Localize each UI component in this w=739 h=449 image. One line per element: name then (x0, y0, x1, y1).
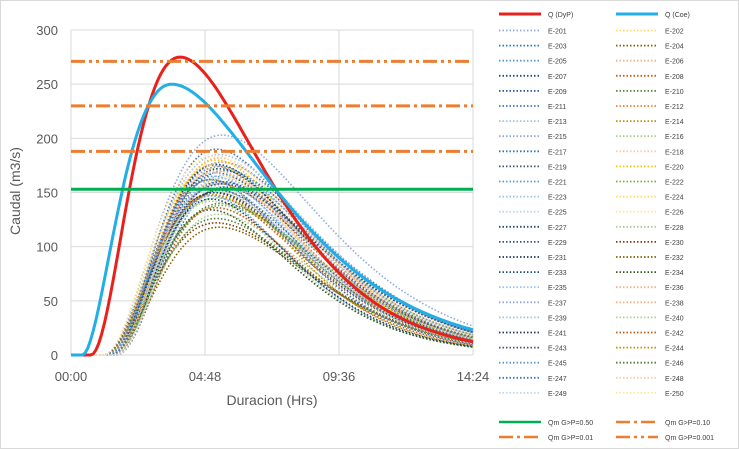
legend-label-e-215: E-215 (548, 134, 567, 141)
legend-label-e-209: E-209 (548, 89, 567, 96)
legend-label-q-dyp: Q (DyP) (548, 12, 573, 19)
legend-label-e-237: E-237 (548, 300, 567, 307)
x-axis-ticks: 00:00 04:48 09:36 14:24 (55, 369, 490, 384)
legend-label-e-230: E-230 (665, 240, 684, 247)
legend: Q (DyP) Q (Coe) E-201 E-202 E-203 E-204 E-205 E… (499, 12, 714, 442)
series-line-e-250 (71, 154, 474, 356)
legend-label-e-218: E-218 (665, 149, 684, 156)
legend-label-e-214: E-214 (665, 119, 684, 126)
series-line-e-241 (71, 198, 474, 356)
legend-label-e-243: E-243 (548, 346, 567, 353)
legend-label-e-222: E-222 (665, 180, 684, 187)
legend-label-e-210: E-210 (665, 89, 684, 96)
hydrograph-q-coe (71, 82, 474, 357)
series-line-e-243 (71, 182, 474, 356)
series-line-e-234 (71, 208, 474, 356)
legend-label-e-204: E-204 (665, 44, 684, 51)
series-line-e-205 (71, 175, 474, 356)
y-tick-label: 150 (36, 186, 58, 201)
legend-label-e-221: E-221 (548, 180, 567, 187)
legend-label-e-201: E-201 (548, 29, 567, 36)
legend-label-e-248: E-248 (665, 376, 684, 383)
series-line-e-225 (71, 185, 474, 356)
y-tick-label: 200 (36, 131, 58, 146)
x-tick-label: 00:00 (55, 369, 88, 384)
design-hydrographs (71, 55, 474, 357)
legend-label-e-212: E-212 (665, 104, 684, 111)
legend-label-e-205: E-205 (548, 59, 567, 66)
legend-label-e-250: E-250 (665, 391, 684, 398)
legend-label-qm-g-p-0-01: Qm G>P=0.01 (548, 435, 593, 442)
y-axis-label: Caudal (m3/s) (7, 147, 23, 235)
legend-label-e-223: E-223 (548, 195, 567, 202)
legend-label-e-229: E-229 (548, 240, 567, 247)
legend-label-e-244: E-244 (665, 346, 684, 353)
legend-label-e-226: E-226 (665, 210, 684, 217)
legend-label-e-225: E-225 (548, 210, 567, 217)
x-tick-label: 04:48 (189, 369, 222, 384)
legend-label-e-234: E-234 (665, 270, 684, 277)
legend-label-e-224: E-224 (665, 195, 684, 202)
legend-label-e-216: E-216 (665, 134, 684, 141)
series-line-e-214 (71, 178, 474, 356)
x-tick-label: 14:24 (457, 369, 490, 384)
threshold-lines (71, 59, 473, 191)
y-tick-label: 100 (36, 240, 58, 255)
legend-label-e-219: E-219 (548, 164, 567, 171)
legend-label-e-236: E-236 (665, 285, 684, 292)
legend-label-q-coe: Q (Coe) (665, 12, 690, 19)
x-tick-label: 09:36 (323, 369, 356, 384)
series-line-e-226 (71, 176, 474, 356)
series-line-e-247 (71, 178, 474, 356)
legend-label-e-203: E-203 (548, 44, 567, 51)
legend-label-e-207: E-207 (548, 74, 567, 81)
y-axis-ticks: 0 50 100 150 200 250 300 (36, 23, 58, 363)
legend-label-e-242: E-242 (665, 331, 684, 338)
legend-label-e-235: E-235 (548, 285, 567, 292)
series-line-e-249 (71, 191, 474, 356)
legend-label-qm-g-p-0-50: Qm G>P=0.50 (548, 420, 593, 427)
series-line-e-224 (71, 163, 474, 356)
y-tick-label: 50 (44, 294, 58, 309)
legend-label-e-213: E-213 (548, 119, 567, 126)
y-tick-label: 300 (36, 23, 58, 38)
y-tick-label: 0 (51, 348, 58, 363)
legend-label-qm-g-p-0-10: Qm G>P=0.10 (665, 420, 710, 427)
legend-label-e-245: E-245 (548, 361, 567, 368)
legend-label-e-227: E-227 (548, 225, 567, 232)
legend-label-e-206: E-206 (665, 59, 684, 66)
series-line-e-211 (71, 148, 474, 356)
series-line-e-246 (71, 217, 474, 356)
legend-label-e-247: E-247 (548, 376, 567, 383)
y-tick-label: 250 (36, 77, 58, 92)
x-axis-label: Duracion (Hrs) (226, 392, 317, 408)
legend-label-e-249: E-249 (548, 391, 567, 398)
legend-label-e-233: E-233 (548, 270, 567, 277)
legend-label-e-211: E-211 (548, 104, 566, 111)
legend-label-e-231: E-231 (548, 255, 567, 262)
legend-label-e-241: E-241 (548, 331, 567, 338)
legend-label-e-202: E-202 (665, 29, 684, 36)
series-line-e-245 (71, 165, 474, 356)
legend-label-e-246: E-246 (665, 361, 684, 368)
legend-label-e-240: E-240 (665, 315, 684, 322)
legend-label-e-239: E-239 (548, 315, 567, 322)
legend-label-e-208: E-208 (665, 74, 684, 81)
legend-label-e-238: E-238 (665, 300, 684, 307)
legend-label-e-232: E-232 (665, 255, 684, 262)
legend-label-qm-g-p-0-001: Qm G>P=0.001 (665, 435, 714, 442)
legend-label-e-228: E-228 (665, 225, 684, 232)
legend-label-e-220: E-220 (665, 164, 684, 171)
series-line-e-232 (71, 226, 474, 356)
legend-label-e-217: E-217 (548, 149, 567, 156)
